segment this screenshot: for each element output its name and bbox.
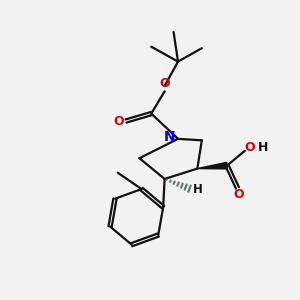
Polygon shape	[197, 162, 227, 169]
Text: N: N	[164, 130, 176, 144]
Text: O: O	[234, 188, 244, 201]
Text: O: O	[244, 141, 255, 154]
Text: H: H	[193, 184, 203, 196]
Text: O: O	[113, 115, 124, 128]
Text: H: H	[258, 141, 268, 154]
Text: O: O	[159, 77, 170, 90]
